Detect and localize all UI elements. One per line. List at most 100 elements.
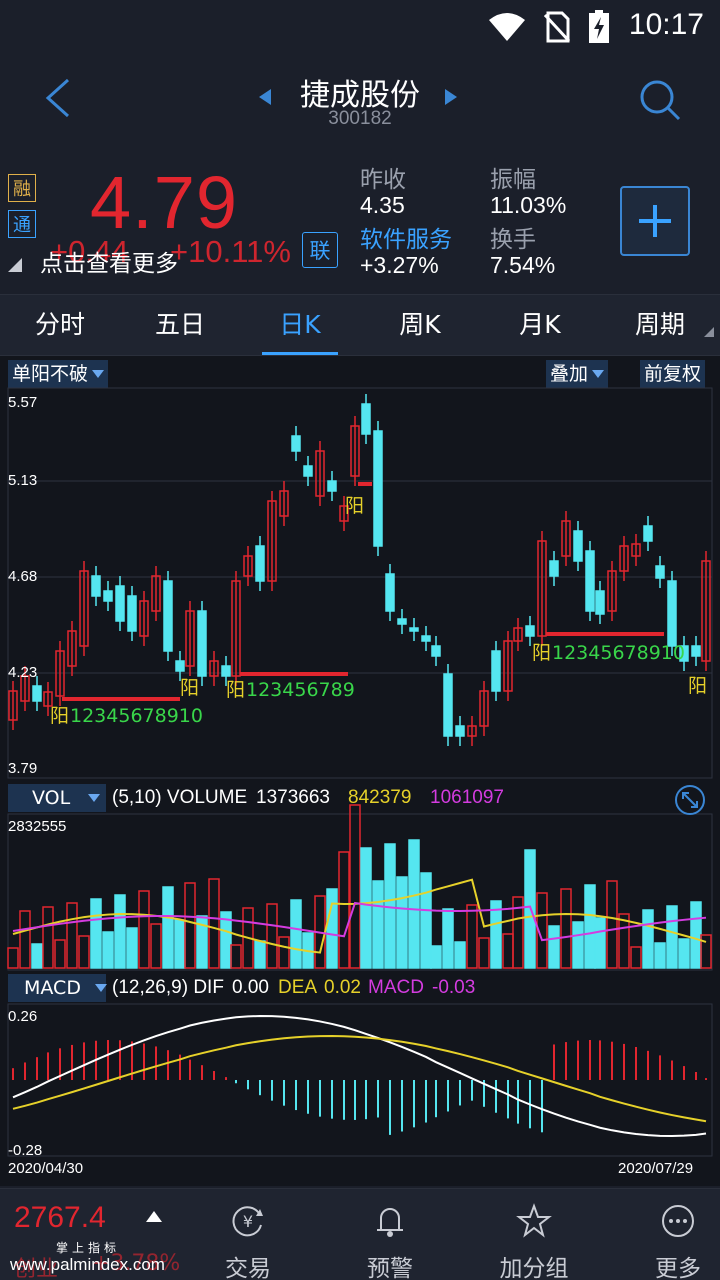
candle-body [32, 685, 42, 702]
add-watchlist-button[interactable] [620, 186, 690, 256]
volume-bar [630, 946, 642, 969]
volume-bar [102, 931, 114, 969]
volume-bar [290, 899, 302, 969]
view-more-tip[interactable]: 点击查看更多 [40, 251, 178, 277]
adjust-button[interactable]: 前复权 [640, 360, 706, 388]
next-stock-icon[interactable] [444, 88, 458, 106]
volume-ma10-line [12, 901, 707, 942]
chevron-down-icon [94, 984, 107, 992]
nav-add-group-label: 加分组 [499, 1256, 569, 1280]
search-icon[interactable] [638, 78, 682, 122]
candle-body [549, 560, 559, 577]
candle-body [209, 660, 219, 677]
turnover-value: 7.54% [490, 252, 556, 278]
nav-more[interactable]: 更多 [618, 1189, 720, 1280]
volume-bar [678, 938, 690, 969]
tab-five-day[interactable]: 五日 [154, 310, 205, 339]
volume-bar [90, 898, 102, 969]
chevron-down-icon [592, 370, 605, 378]
sector-link[interactable]: 软件服务 [360, 227, 452, 253]
candle-body [339, 505, 349, 522]
count-label: 12345678910 [552, 642, 685, 664]
volume-bar [338, 851, 350, 969]
kline-chart-area[interactable]: 单阳不破 叠加 前复权 阳 12345678910 阳阳 123456789 阳阳 123… [0, 356, 720, 1186]
macd-value: -0.03 [432, 977, 476, 998]
plus-icon [639, 205, 671, 237]
indicator-dropdown-label: 单阳不破 [12, 363, 89, 385]
yang-marker: 阳 [180, 677, 199, 699]
more-icon [662, 1205, 694, 1237]
overlay-dropdown[interactable]: 叠加 [546, 360, 609, 388]
volume-bar [454, 941, 466, 969]
volume-bar [548, 925, 560, 969]
dif-line [12, 1015, 707, 1137]
indicator-dropdown[interactable]: 单阳不破 [8, 360, 109, 388]
index-value[interactable]: 2767.4 [14, 1201, 106, 1234]
clock: 10:17 [628, 8, 704, 41]
candle-body [585, 550, 595, 612]
volume-bar [138, 890, 150, 969]
expand-chart-icon[interactable] [674, 784, 706, 816]
volume-bar [572, 921, 584, 969]
volume-bar [31, 943, 43, 969]
nav-add-group[interactable]: 加分组 [474, 1189, 594, 1280]
tab-monthly-k[interactable]: 月K [519, 310, 561, 339]
candle-body [175, 660, 185, 672]
candle-body [127, 595, 137, 632]
volume-bar [114, 894, 126, 969]
volume-bar [396, 876, 408, 969]
volume-bar [408, 839, 420, 969]
volume-bar [196, 915, 208, 969]
volume-bar [150, 923, 162, 969]
tab-weekly-k[interactable]: 周K [399, 310, 441, 339]
period-tabs: 分时 五日 日K 周K 月K 周期 [0, 294, 720, 356]
tab-daily-k[interactable]: 日K [240, 295, 360, 355]
candle-body [327, 480, 337, 492]
chevron-down-icon [88, 794, 101, 802]
stock-code: 300182 [328, 108, 392, 129]
yang-marker: 阳 [688, 675, 707, 697]
candle-body [667, 580, 677, 647]
candle-body [151, 575, 161, 612]
previous-stock-icon[interactable] [258, 88, 272, 106]
count-label: 12345678910 [70, 705, 203, 727]
candle-body [373, 430, 383, 547]
volume-bar [7, 947, 19, 969]
tab-period[interactable]: 周期 [600, 295, 720, 355]
candle-body [467, 725, 477, 737]
price-panel-frame [7, 387, 713, 779]
candle-body [267, 500, 277, 582]
candle-body [243, 555, 253, 577]
candle-body [561, 520, 571, 557]
candle-body [385, 573, 395, 612]
candle-body [537, 540, 547, 637]
candle-body [291, 435, 301, 452]
volume-bar [512, 896, 524, 969]
volume-bar [174, 919, 186, 969]
candle-body [513, 627, 523, 642]
quote-panel[interactable]: 融 通 4.79 +0.44 +10.11% 点击查看更多 联 昨收 4.35 … [0, 150, 720, 290]
macd-label: MACD [368, 977, 424, 998]
candle-body [503, 640, 513, 692]
stock-connect-badge: 通 [8, 210, 36, 238]
nav-trade[interactable]: ¥ 交易 [188, 1189, 308, 1280]
back-arrow-icon[interactable] [40, 76, 76, 120]
macd-panel-frame [7, 1003, 713, 1157]
candle-body [361, 403, 371, 435]
price-tick-2: 5.13 [8, 472, 38, 489]
current-price: 4.79 [90, 161, 239, 244]
candle-body [643, 525, 653, 542]
candle-body [221, 665, 231, 677]
volume-dropdown[interactable]: VOL [8, 784, 106, 812]
macd-dropdown[interactable]: MACD [8, 974, 107, 1002]
chevron-down-icon [92, 370, 105, 378]
nav-more-label: 更多 [655, 1256, 701, 1280]
volume-bar [490, 900, 502, 969]
nav-alert[interactable]: 预警 [330, 1189, 450, 1280]
tab-intraday[interactable]: 分时 [34, 310, 85, 339]
yang-marker: 阳 [532, 642, 551, 664]
volume-bar [618, 913, 630, 969]
volume-bar [254, 940, 266, 969]
price-change-percent: +10.11% [170, 234, 291, 269]
related-button[interactable]: 联 [302, 232, 338, 268]
